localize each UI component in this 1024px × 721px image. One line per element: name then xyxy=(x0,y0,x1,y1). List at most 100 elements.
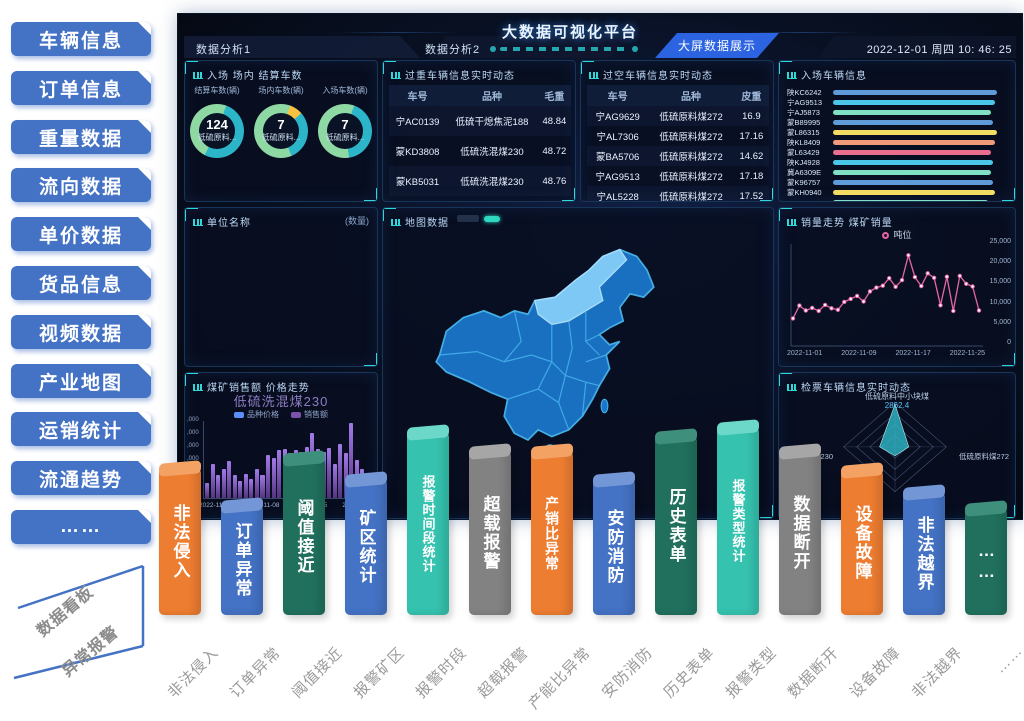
donut-onsite: 场内车数(辆) 7 低硫原料... xyxy=(249,85,313,158)
radar-top-value: 2862.4 xyxy=(884,401,910,410)
tab-data-analysis-2[interactable]: 数据分析2 xyxy=(425,44,481,56)
sidebar-item-sales-stats[interactable]: 运销统计 xyxy=(11,412,151,446)
tab-strip-1 xyxy=(184,36,420,58)
alarm-bar-type-stats[interactable]: 报警类型统计 xyxy=(717,427,759,615)
gross-weight-table: 车号 品种 毛重 宁AC0139 低硫干熄焦泥188 48.84 蒙KD3808 低硫洗混… xyxy=(389,85,571,196)
map-toggle[interactable] xyxy=(484,215,500,222)
legend-dot-icon xyxy=(882,232,890,239)
table-row: 蒙KD3808 低硫洗混煤230 48.72 xyxy=(395,145,567,159)
amount-bar xyxy=(349,423,354,498)
datetime-display: 2022-12-01 周四 10: 46: 25 xyxy=(866,44,1012,56)
sidebar-item-more[interactable]: …… xyxy=(11,510,151,544)
map-icon xyxy=(391,217,401,226)
panel-unit-name: 单位名称 (数量) xyxy=(184,207,378,367)
hbar-row: 陕KJ4928 xyxy=(787,157,1009,167)
amount-bar xyxy=(271,458,276,498)
panel-entry-vehicles: 入场车辆信息 陕KC6242 宁AG9513 宁AJ5873 蒙B89995 蒙… xyxy=(778,60,1016,202)
hbar-row: 蒙K96757 xyxy=(787,177,1009,187)
sidebar-item-circulation[interactable]: 流通趋势 xyxy=(11,461,151,495)
alarm-bar-mine-stats[interactable]: 矿区统计 xyxy=(345,479,387,615)
chart-icon xyxy=(589,70,599,79)
amount-bar xyxy=(260,474,265,498)
hbar-row: 蒙L63429 xyxy=(787,147,1009,157)
dashboard-title: 大数据可视化平台 xyxy=(501,24,638,41)
amount-bar xyxy=(243,474,248,498)
hbar-row: 陕KC6242 xyxy=(787,87,1009,97)
donut-entered: 入场车数(辆) 7 低硫原料... xyxy=(313,85,377,158)
sidebar-item-goods-info[interactable]: 货品信息 xyxy=(11,266,151,300)
chart-icon xyxy=(193,382,203,391)
panel-title: 过重车辆信息实时动态 xyxy=(405,71,515,82)
title-decoration xyxy=(490,46,638,52)
alarm-bar-data-disconnect[interactable]: 数据断开 xyxy=(779,451,821,615)
corner-annotation-lines xyxy=(13,564,145,680)
tare-weight-table: 车号 品种 皮重 宁AG9629 低硫原料煤272 16.9 宁AL7306 低硫原料煤2… xyxy=(587,85,769,201)
map-toolbar[interactable] xyxy=(457,215,500,222)
panel-title: 检票车辆信息实时动态 xyxy=(801,383,911,394)
sidebar-item-weight-data[interactable]: 重量数据 xyxy=(11,120,151,154)
legend-swatch-price xyxy=(234,411,244,418)
amount-bar xyxy=(254,468,259,498)
hbar-row xyxy=(787,197,1009,201)
legend-swatch-amount xyxy=(291,411,301,418)
amount-bar xyxy=(227,460,232,498)
chart-icon xyxy=(787,217,797,226)
sidebar-item-price-data[interactable]: 单价数据 xyxy=(11,217,151,251)
alarm-bar-history-forms[interactable]: 历史表单 xyxy=(655,436,697,615)
radar-axis-top: 低硫原料中小块煤 xyxy=(865,392,929,401)
amount-bar xyxy=(266,455,271,498)
table-row: 蒙KB5031 低硫洗混煤230 48.76 xyxy=(389,166,571,196)
hbar-row: 蒙B89995 xyxy=(787,117,1009,127)
sidebar-item-order-info[interactable]: 订单信息 xyxy=(11,71,151,105)
alarm-bar-illegal-crossing[interactable]: 非法越界 xyxy=(903,492,945,615)
alarm-bar-illegal-intrusion[interactable]: 非法侵入 xyxy=(159,468,201,615)
hbar-row: 陕KL8409 xyxy=(787,137,1009,147)
chart-icon xyxy=(193,217,203,226)
sidebar-item-vehicle-info[interactable]: 车辆信息 xyxy=(11,22,151,56)
alarm-bar-more[interactable]: …… xyxy=(965,508,1007,615)
chart-icon xyxy=(193,70,203,79)
panel-title: 地图数据 xyxy=(405,218,449,229)
sidebar-item-industry-map[interactable]: 产业地图 xyxy=(11,364,151,398)
sidebar-item-flow-data[interactable]: 流向数据 xyxy=(11,168,151,202)
amount-bar xyxy=(249,479,254,498)
china-map[interactable] xyxy=(409,236,749,508)
trend-legend[interactable]: 吨位 xyxy=(779,228,1015,241)
hbar-row: 宁AG9513 xyxy=(787,97,1009,107)
amount-legend[interactable]: 品种价格 销售额 xyxy=(185,409,377,420)
amount-bar xyxy=(277,449,282,498)
trend-line-chart xyxy=(790,244,983,347)
dashboard-header: 数据分析1 数据分析2 大数据可视化平台 大屏数据展示 2022-12-01 周… xyxy=(178,14,1022,60)
chart-icon xyxy=(787,382,797,391)
sidebar-item-video-data[interactable]: 视频数据 xyxy=(11,315,151,349)
alarm-bar-order-abnormal[interactable]: 订单异常 xyxy=(221,505,263,615)
tab-big-screen-display[interactable]: 大屏数据展示 xyxy=(655,33,779,58)
entry-vehicle-bars: 陕KC6242 宁AG9513 宁AJ5873 蒙B89995 蒙L86315 … xyxy=(787,87,1009,201)
amount-bar xyxy=(338,444,343,498)
alarm-bar-threshold-near[interactable]: 阈值接近 xyxy=(283,458,325,615)
tab-data-analysis-1[interactable]: 数据分析1 xyxy=(196,44,252,56)
panel-sales-trend: 销量走势 煤矿销量 吨位 25,000 20,000 15,000 10,000 5… xyxy=(778,207,1016,367)
alarm-bar-overload[interactable]: 超载报警 xyxy=(469,451,511,615)
corner-annotation: 数据看板 异常报警 xyxy=(0,550,170,710)
alarm-bar-sales-ratio[interactable]: 产销比异常 xyxy=(531,451,573,615)
amount-bar xyxy=(332,463,337,498)
alarm-bar-time-period-stats[interactable]: 报警时间段统计 xyxy=(407,432,449,615)
table-row: 宁AL7306 低硫原料煤272 17.16 xyxy=(596,130,764,144)
highlight-series-label: 低硫洗混煤230 xyxy=(233,394,329,409)
panel-gross-weight-table: 过重车辆信息实时动态 车号 品种 毛重 宁AC0139 低硫干熄焦泥188 48.84 … xyxy=(382,60,576,202)
alarm-bar-security-fire[interactable]: 安防消防 xyxy=(593,479,635,615)
amount-bar xyxy=(327,447,332,498)
trend-x-axis: 2022-11-01 2022-11-09 2022-11-17 2022-11-2… xyxy=(787,350,985,357)
dashboard-screen: 数据分析1 数据分析2 大数据可视化平台 大屏数据展示 2022-12-01 周… xyxy=(178,14,1022,519)
time-strip xyxy=(818,36,1016,58)
chart-icon xyxy=(391,70,401,79)
map-layer-chip[interactable] xyxy=(457,215,479,222)
panel-title: 入场车辆信息 xyxy=(801,71,867,82)
chart-icon xyxy=(787,70,797,79)
radar-axis-right: 低硫原料煤272 xyxy=(958,452,1009,461)
table-row: 宁AG9513 低硫原料煤272 17.18 xyxy=(595,170,764,184)
alarm-bar-device-fault[interactable]: 设备故障 xyxy=(841,470,883,615)
panel-title: 入场 场内 结算车数 xyxy=(207,71,303,82)
